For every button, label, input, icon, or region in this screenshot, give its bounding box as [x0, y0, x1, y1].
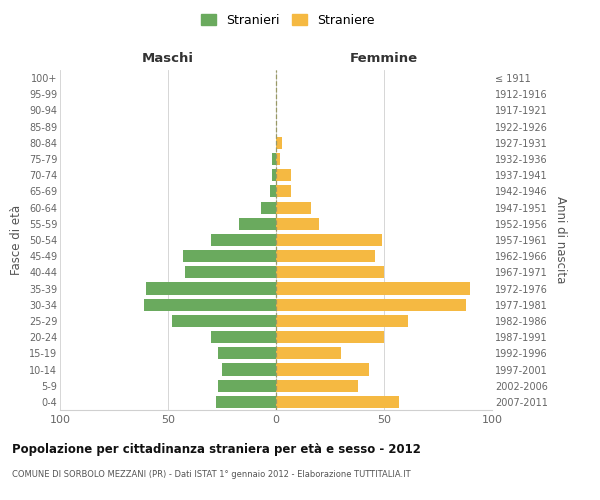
Bar	[272, 169, 276, 181]
Bar	[276, 202, 311, 213]
Bar	[218, 380, 276, 392]
Text: Femmine: Femmine	[350, 52, 418, 65]
Bar	[261, 202, 276, 213]
Bar	[276, 315, 408, 327]
Bar	[276, 380, 358, 392]
Y-axis label: Anni di nascita: Anni di nascita	[554, 196, 567, 284]
Legend: Stranieri, Straniere: Stranieri, Straniere	[196, 8, 380, 32]
Y-axis label: Fasce di età: Fasce di età	[10, 205, 23, 275]
Bar	[183, 250, 276, 262]
Bar	[276, 169, 291, 181]
Bar	[276, 364, 369, 376]
Bar	[276, 186, 291, 198]
Bar	[144, 298, 276, 311]
Bar	[276, 282, 470, 294]
Bar	[276, 153, 280, 165]
Bar	[211, 331, 276, 343]
Bar	[215, 396, 276, 408]
Bar	[276, 234, 382, 246]
Bar	[276, 266, 384, 278]
Bar	[276, 137, 283, 149]
Bar	[239, 218, 276, 230]
Bar	[272, 153, 276, 165]
Bar	[211, 234, 276, 246]
Bar	[276, 396, 399, 408]
Bar	[218, 348, 276, 360]
Text: COMUNE DI SORBOLO MEZZANI (PR) - Dati ISTAT 1° gennaio 2012 - Elaborazione TUTTI: COMUNE DI SORBOLO MEZZANI (PR) - Dati IS…	[12, 470, 410, 479]
Bar	[172, 315, 276, 327]
Bar	[276, 250, 376, 262]
Bar	[276, 331, 384, 343]
Bar	[269, 186, 276, 198]
Text: Maschi: Maschi	[142, 52, 194, 65]
Bar	[146, 282, 276, 294]
Bar	[276, 298, 466, 311]
Bar	[185, 266, 276, 278]
Bar	[276, 218, 319, 230]
Text: Popolazione per cittadinanza straniera per età e sesso - 2012: Popolazione per cittadinanza straniera p…	[12, 442, 421, 456]
Bar	[222, 364, 276, 376]
Bar	[276, 348, 341, 360]
